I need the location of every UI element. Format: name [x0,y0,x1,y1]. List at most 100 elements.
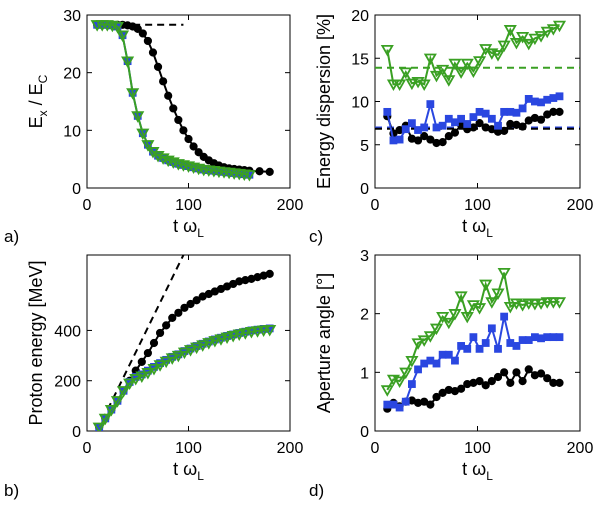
data-point-square [426,100,435,108]
y-tick-label: 0 [360,181,369,198]
data-point-square [395,403,404,412]
data-point-triangle-down [116,386,131,398]
data-point-triangle-down [242,170,256,182]
x-axis-label: t ωL [173,459,204,483]
data-point-circle [143,36,152,46]
data-point-square [481,109,490,118]
data-point-triangle-down [417,79,431,92]
plot-area [375,20,580,148]
data-point-triangle-down [516,300,530,312]
data-point-circle [255,167,264,176]
data-point-square [408,119,416,128]
data-point-triangle-down [110,21,125,34]
data-point-circle [524,365,533,374]
data-point-circle [420,132,429,141]
data-point-triangle-down [454,67,468,79]
data-point-square [481,339,490,347]
data-point-triangle-down [183,345,198,357]
data-point-circle [155,328,165,338]
y-axis-label: Ex / EC [26,74,50,128]
y-tick-label: 10 [63,123,81,140]
data-point-circle [518,122,527,131]
panel-label: b) [4,481,19,500]
data-point-triangle-down [448,58,462,71]
x-tick-label: 100 [464,197,491,214]
data-point-circle [138,29,147,38]
x-tick-label: 200 [567,440,594,457]
data-point-triangle-down [485,297,499,309]
data-point-triangle-down [238,328,252,340]
data-point-triangle-down [436,64,450,77]
data-point-circle [148,48,158,57]
data-point-triangle-down [126,88,140,100]
y-tick-label: 1 [360,365,369,382]
data-point-triangle-down [540,297,554,309]
data-point-square [457,114,466,123]
data-point-triangle-down [177,347,191,360]
data-point-circle [179,126,188,135]
data-point-circle [475,377,484,386]
data-point-circle [506,378,515,387]
panel-label: c) [309,227,323,246]
y-tick-label: 3 [360,248,369,265]
y-tick-label: 10 [351,95,369,112]
x-tick-label: 200 [277,440,304,457]
data-point-triangle-down [115,30,130,42]
x-tick-label: 200 [567,197,594,214]
data-point-circle [265,167,274,176]
y-tick-label: 20 [63,66,81,83]
y-tick-label: 400 [54,323,81,340]
data-point-circle [536,369,546,378]
data-point-triangle-down [156,153,170,165]
series-line-circle [97,23,270,173]
y-tick-label: 30 [63,8,81,25]
data-point-triangle-down [472,56,487,68]
data-point-triangle-down [528,33,542,46]
data-point-square [451,356,459,365]
data-point-circle [543,374,552,383]
data-point-triangle-down [129,374,143,386]
data-point-triangle-down [220,332,234,345]
data-point-circle [149,338,159,348]
data-point-triangle-down [552,20,567,33]
data-point-triangle-down [121,56,135,68]
data-point-square [438,121,447,130]
data-point-triangle-down [393,79,407,92]
data-point-square [395,135,404,144]
data-point-triangle-down [208,336,222,348]
data-point-square [487,324,496,333]
panel-label: a) [4,227,19,246]
data-point-circle [174,308,183,317]
data-point-triangle-down [448,309,462,321]
panel-label: d) [309,481,324,500]
x-axis-label: t ωL [462,459,493,483]
data-point-triangle-down [546,24,560,36]
data-point-circle [555,107,564,116]
data-point-triangle-down [528,299,542,311]
y-tick-label: 2 [360,307,369,324]
data-point-triangle-down [190,342,204,355]
data-point-circle [180,303,189,312]
data-point-circle [518,377,527,386]
data-point-square [494,121,502,130]
y-tick-label: 200 [54,374,81,391]
data-point-triangle-down [405,78,419,91]
x-axis-label: t ωL [462,216,493,240]
data-point-triangle-down [399,67,413,79]
data-point-triangle-down [104,404,118,417]
x-tick-label: 100 [175,440,202,457]
data-point-triangle-down [393,376,407,388]
y-tick-label: 0 [72,424,81,441]
data-point-triangle-down [429,323,444,336]
data-point-square [512,108,521,117]
data-point-triangle-down [399,367,413,380]
data-point-circle [536,115,546,124]
data-point-circle [159,77,168,86]
data-point-circle [512,368,521,377]
data-point-triangle-down [472,303,487,315]
y-axis-label: Energy dispersion [%] [314,14,334,189]
data-point-triangle-down [380,385,394,397]
data-point-square [414,365,422,374]
data-point-triangle-down [110,396,125,408]
